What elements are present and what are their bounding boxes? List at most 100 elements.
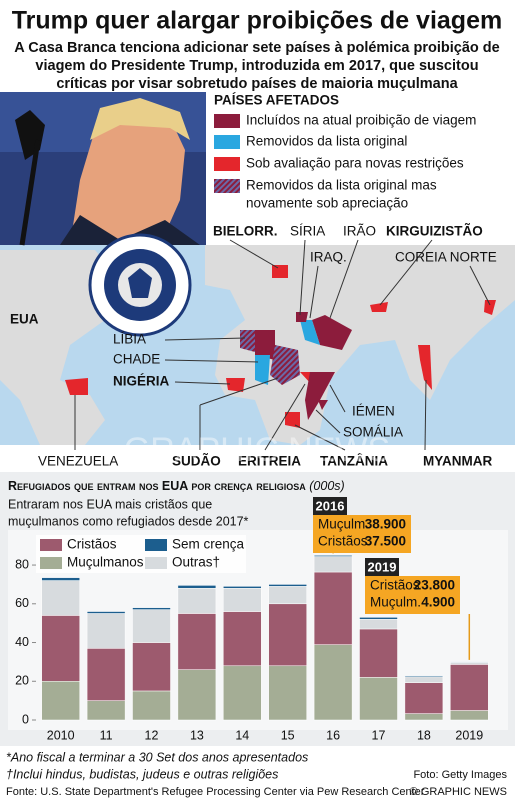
bar-segment <box>132 642 171 692</box>
photo <box>0 92 206 337</box>
legend-label: Sem crença <box>172 537 245 552</box>
bar-segment <box>177 588 217 614</box>
bar-segment <box>404 676 444 683</box>
legend-swatch <box>145 539 167 551</box>
bar-segment <box>404 682 444 714</box>
legend-swatch <box>214 114 240 128</box>
legend-label: Cristãos <box>67 537 117 552</box>
bar-segment <box>41 577 80 581</box>
legend-label: Incluídos na atual proibição de viagem <box>246 113 476 128</box>
map-label: CHADE <box>113 352 160 367</box>
callout-year-box <box>365 558 399 576</box>
x-tick-label: 17 <box>372 728 386 742</box>
map-label: IRÃO <box>343 224 376 239</box>
bar-segment <box>223 588 262 612</box>
bar-segment <box>450 661 489 663</box>
callout-value: 4.900 <box>421 595 455 610</box>
map-label: NIGÉRIA <box>113 374 170 389</box>
map-label: KIRGUIZISTÃO <box>386 224 483 239</box>
bar-segment <box>132 607 171 610</box>
legend-swatch <box>214 157 240 171</box>
bar-segment <box>313 555 353 557</box>
legend-label: Removidos da lista original <box>246 134 407 149</box>
bar-segment <box>86 648 126 701</box>
y-tick-label: 0 <box>22 712 29 726</box>
bar-segment <box>86 613 126 649</box>
bar-segment <box>359 619 398 630</box>
map-label: SOMÁLIA <box>343 425 403 440</box>
footnote: *Ano fiscal a terminar a 30 Set dos anos… <box>6 750 308 764</box>
callout-value: 23.800 <box>414 578 455 593</box>
x-tick-label: 15 <box>281 728 295 742</box>
map-label: LÍBIA <box>113 332 146 347</box>
subtitle: críticas por visar sobretudo países de m… <box>56 76 458 92</box>
bar-segment <box>223 586 262 589</box>
y-tick-label: 20 <box>15 674 29 688</box>
bar-segment <box>132 609 171 643</box>
map-labels: BIELORR. SÍRIA IRÃO KIRGUIZISTÃO IRAQ. COREIA… <box>10 224 497 469</box>
subtitle: A Casa Branca tenciona adicionar sete pa… <box>14 40 499 56</box>
bar-segment <box>359 677 398 721</box>
legend-title: PAÍSES AFETADOS <box>214 93 339 108</box>
credit: © GRAPHIC NEWS <box>410 786 507 798</box>
legend-swatch <box>145 557 167 569</box>
bar-segment <box>86 611 126 614</box>
bar-segment <box>450 664 489 711</box>
footnote: †Inclui hindus, budistas, judeus e outra… <box>6 767 278 781</box>
bar-segment <box>313 644 353 721</box>
map <box>0 239 515 451</box>
bar-segment <box>313 571 353 645</box>
callout-year-box <box>313 497 347 515</box>
source: Fonte: U.S. State Department's Refugee P… <box>6 786 425 798</box>
bar-segment <box>41 580 80 616</box>
callout-value: 38.900 <box>365 517 406 532</box>
callout-year: 2019 <box>368 559 397 574</box>
map-label: ERITREIA <box>238 454 301 469</box>
chart: 0 20 40 60 80 2010 11 12 13 14 15 16 17 18 2019 Muçulma… <box>15 497 489 742</box>
watermark: GRAPHIC NEWS <box>124 431 390 469</box>
bar-segment <box>268 665 307 721</box>
legend-box <box>36 535 246 573</box>
bar-segment <box>41 681 80 721</box>
legend-label: Removidos da lista original mas <box>246 178 437 193</box>
bar-segment <box>268 603 307 667</box>
subtitle: viagem do Presidente Trump, introduzida … <box>35 58 478 74</box>
bar-segment <box>86 700 126 721</box>
legend-swatch <box>214 179 240 193</box>
legend-swatch <box>40 557 62 569</box>
photo-credit: Foto: Getty Images <box>413 769 507 781</box>
map-label: BIELORR. <box>213 224 278 239</box>
bar-segment <box>268 584 307 587</box>
callout-year: 2016 <box>316 498 345 513</box>
map-label: EUA <box>10 312 39 327</box>
bar-segment <box>313 556 353 573</box>
bar-segment <box>177 613 217 670</box>
bar-segment <box>404 675 444 678</box>
y-tick-label: 60 <box>15 596 29 610</box>
map-label: IÉMEN <box>352 404 395 419</box>
legend-label: novamente sob apreciação <box>246 196 408 211</box>
bar-segment <box>132 690 171 721</box>
map-label: IRAQ. <box>310 250 347 265</box>
bar-segment <box>359 628 398 678</box>
x-tick-label: 11 <box>100 728 113 742</box>
bar-segment <box>223 611 262 667</box>
legend-label: Outras† <box>172 555 220 570</box>
legend-swatch <box>214 135 240 149</box>
bar-segment <box>450 710 489 721</box>
callout-label: Muçulm. <box>318 517 369 532</box>
x-tick-label: 12 <box>145 728 159 742</box>
y-tick-label: 80 <box>15 557 29 571</box>
x-tick-label: 14 <box>235 728 249 742</box>
map-legend: Incluídos na atual proibição de viagem Re… <box>214 113 476 211</box>
x-tick-label: 2010 <box>47 728 75 742</box>
map-label: VENEZUELA <box>38 454 118 469</box>
map-label: SUDÃO <box>172 454 221 469</box>
callout-label: Muçulm. <box>370 595 421 610</box>
map-label: MYANMAR <box>423 454 493 469</box>
x-tick-label: 16 <box>326 728 340 742</box>
x-tick-label: 18 <box>417 728 431 742</box>
chart-title-text: Refugiados que entram nos EUA por crença… <box>8 479 306 493</box>
map-label: COREIA NORTE <box>395 250 497 265</box>
